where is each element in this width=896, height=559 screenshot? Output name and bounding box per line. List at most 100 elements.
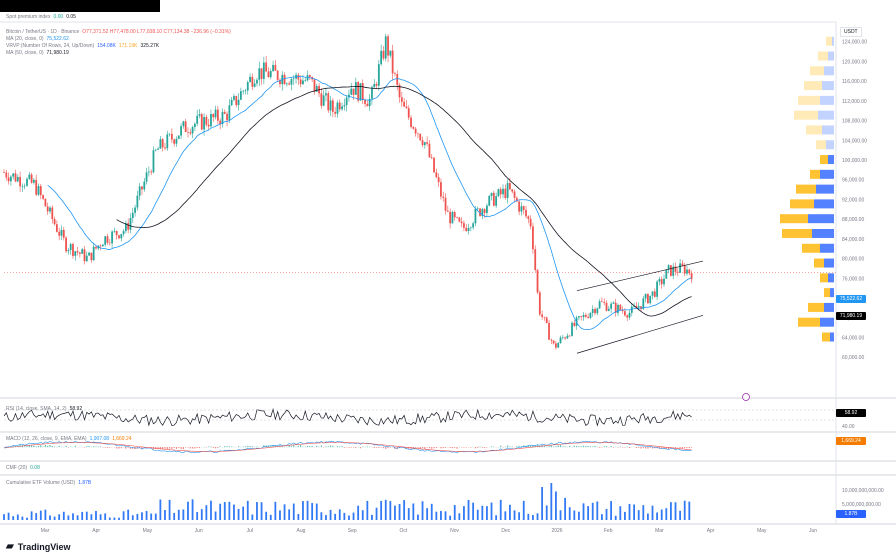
tradingview-logo[interactable]: ▰ TradingView bbox=[6, 541, 71, 552]
macd-legend: MACD (12, 26, close, 9, EMA, EMA) 1,907.… bbox=[6, 436, 132, 442]
candle bbox=[555, 343, 557, 348]
rsi-label: RSI (14, close, SMA, 14, 2) bbox=[6, 406, 67, 412]
candle bbox=[566, 335, 569, 339]
macd-histogram-bar bbox=[546, 446, 548, 448]
candle bbox=[81, 249, 84, 254]
candle bbox=[180, 126, 182, 136]
etf-volume-bar bbox=[522, 500, 525, 520]
etf-volume-bar bbox=[237, 508, 240, 520]
volume-profile-down-bar bbox=[824, 258, 834, 268]
macd-histogram-bar bbox=[205, 447, 207, 448]
macd-histogram-bar bbox=[465, 447, 467, 448]
etf-volume-bar bbox=[578, 511, 580, 520]
candle bbox=[297, 74, 300, 80]
candle bbox=[193, 123, 196, 128]
macd-histogram-bar bbox=[106, 447, 109, 448]
macd-histogram-bar bbox=[306, 445, 309, 448]
macd-histogram-bar bbox=[520, 445, 523, 448]
candle bbox=[651, 291, 654, 296]
candle bbox=[419, 133, 422, 141]
time-tick-label: Feb bbox=[604, 528, 613, 534]
macd-histogram-bar bbox=[470, 447, 472, 448]
etf-volume-bar bbox=[380, 500, 383, 520]
candle bbox=[456, 217, 458, 218]
candle bbox=[543, 316, 546, 318]
etf-volume-bar bbox=[504, 511, 507, 520]
candle bbox=[407, 108, 410, 118]
channel-lower-line bbox=[576, 314, 704, 354]
candle bbox=[154, 149, 157, 151]
currency-button[interactable]: USDT bbox=[840, 27, 862, 37]
spot-premium-label: Spot premium index bbox=[6, 14, 51, 20]
etf-volume-bar bbox=[674, 502, 677, 520]
macd-histogram-bar bbox=[224, 446, 226, 448]
macd-histogram-bar bbox=[40, 445, 42, 448]
candle bbox=[626, 315, 629, 318]
candle bbox=[122, 231, 125, 235]
macd-histogram-bar bbox=[251, 446, 253, 448]
candle bbox=[341, 106, 343, 110]
candle bbox=[582, 314, 585, 318]
macd-histogram-bar bbox=[5, 446, 7, 448]
time-tick-label: Dec bbox=[501, 528, 510, 534]
etf-volume-bar bbox=[486, 506, 488, 520]
macd-histogram-bar bbox=[99, 446, 102, 448]
macd-histogram-bar bbox=[419, 447, 421, 450]
candle bbox=[584, 314, 587, 317]
macd-histogram-bar bbox=[645, 447, 647, 449]
volume-profile-up-bar bbox=[802, 243, 820, 253]
etf-volume-bar bbox=[311, 503, 314, 520]
macd-histogram-bar bbox=[651, 447, 654, 449]
etf-volume-bar bbox=[3, 514, 5, 520]
etf-volume-bar bbox=[509, 504, 511, 520]
macd-histogram-bar bbox=[247, 445, 249, 448]
etf-volume-bar bbox=[210, 500, 212, 520]
etf-volume-bar bbox=[150, 513, 153, 520]
candle bbox=[23, 185, 26, 187]
candle bbox=[610, 303, 613, 309]
volume-profile-up-bar bbox=[798, 95, 820, 105]
macd-histogram-bar bbox=[617, 447, 619, 448]
etf-volume-bar bbox=[426, 508, 429, 520]
candle bbox=[561, 337, 564, 339]
candle bbox=[384, 36, 387, 59]
macd-histogram-bar bbox=[24, 446, 26, 448]
candle bbox=[221, 111, 224, 125]
ma20-price-label: 75,522.62 bbox=[836, 295, 866, 303]
candle bbox=[39, 186, 42, 196]
volume-profile-down-bar bbox=[808, 214, 834, 224]
macd-histogram-bar bbox=[217, 447, 219, 448]
macd-histogram-bar bbox=[527, 445, 529, 448]
macd-histogram-bar bbox=[325, 446, 327, 448]
etf-volume-bar bbox=[453, 504, 456, 520]
macd-histogram-bar bbox=[684, 447, 686, 449]
macd-histogram-bar bbox=[626, 446, 628, 448]
price-tick-label: 124,000.00 bbox=[842, 40, 867, 46]
candle bbox=[16, 176, 19, 182]
price-tick-label: 88,000.00 bbox=[842, 217, 864, 223]
volume-profile-up-bar bbox=[822, 332, 830, 342]
macd-histogram-bar bbox=[67, 447, 69, 448]
candle bbox=[189, 132, 192, 134]
candle bbox=[99, 245, 102, 247]
candle bbox=[214, 109, 217, 118]
macd-histogram-bar bbox=[481, 447, 483, 448]
macd-histogram-bar bbox=[640, 447, 642, 449]
candle bbox=[492, 192, 495, 206]
candle bbox=[463, 223, 465, 228]
volume-profile-down-bar bbox=[818, 110, 834, 120]
etf-volume-bar bbox=[122, 511, 125, 520]
macd-histogram-bar bbox=[194, 447, 196, 449]
macd-histogram-bar bbox=[182, 447, 184, 450]
spot-premium-v1: 0.00 bbox=[53, 14, 64, 20]
macd-histogram-bar bbox=[378, 447, 380, 448]
macd-histogram-bar bbox=[691, 447, 693, 448]
macd-histogram-bar bbox=[127, 447, 129, 448]
etf-volume-bar bbox=[412, 503, 415, 520]
macd-histogram-bar bbox=[553, 446, 555, 448]
etf-volume-bar bbox=[67, 515, 70, 520]
macd-histogram-bar bbox=[534, 445, 536, 448]
volume-profile-down-bar bbox=[828, 155, 834, 165]
etf-volume-bar bbox=[518, 512, 521, 520]
